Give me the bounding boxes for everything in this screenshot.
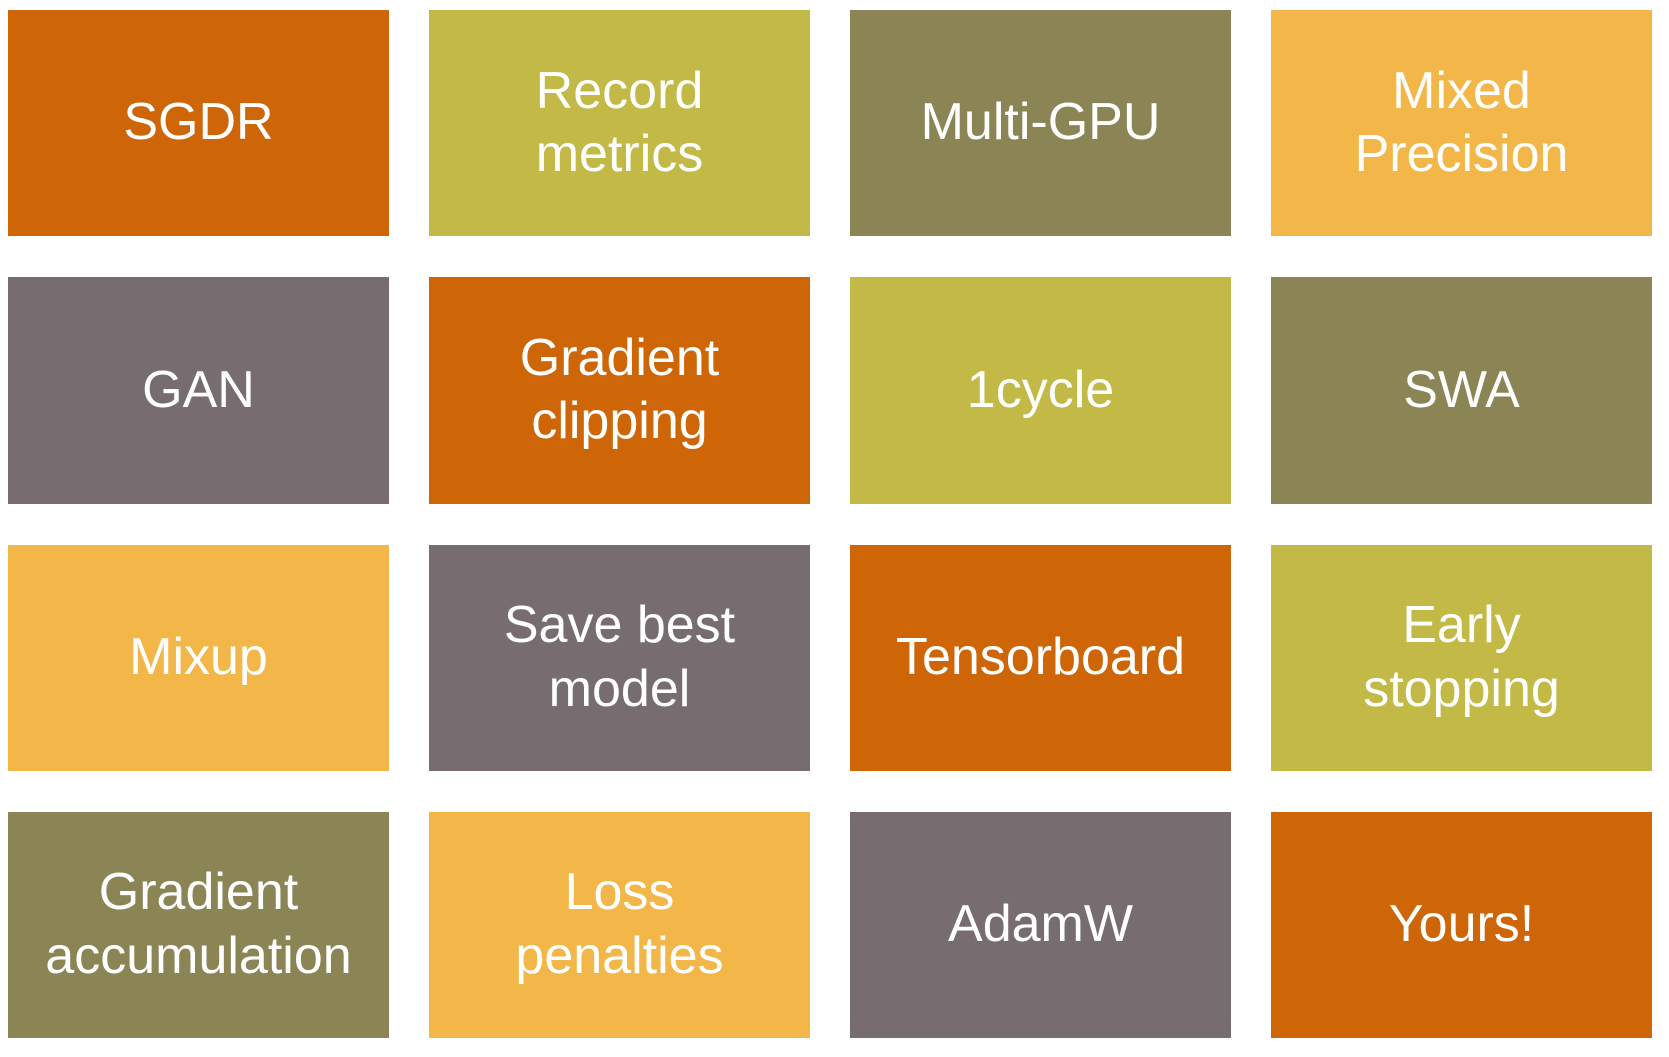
tile-tensorboard: Tensorboard: [850, 544, 1231, 771]
tile-label: Save best model: [503, 596, 736, 718]
tile-label: Gradient clipping: [519, 328, 720, 451]
tile-1cycle: 1cycle: [850, 277, 1231, 504]
tile-label: Early stopping: [1363, 596, 1560, 718]
tile-label: Mixup: [129, 627, 268, 686]
tile-label: Multi-GPU: [920, 93, 1161, 152]
tile-mixed-precision: Mixed Precision: [1271, 10, 1652, 237]
tile-gan: GAN: [8, 277, 389, 504]
tile-swa: SWA: [1271, 277, 1652, 504]
tile-save-best-model: Save best model: [429, 544, 810, 771]
tile-label: SGDR: [123, 93, 274, 152]
tile-yours: Yours!: [1271, 811, 1652, 1038]
tile-gradient-accumulation: Gradient accumulation: [8, 811, 389, 1038]
tile-label: Record metrics: [535, 61, 704, 184]
tile-label: Yours!: [1388, 895, 1535, 954]
tile-label: 1cycle: [966, 360, 1115, 419]
tile-gradient-clipping: Gradient clipping: [429, 277, 810, 504]
tile-label: SWA: [1403, 360, 1520, 419]
tile-early-stopping: Early stopping: [1271, 544, 1652, 771]
tile-label: GAN: [142, 360, 255, 419]
tile-record-metrics: Record metrics: [429, 10, 810, 237]
tile-multi-gpu: Multi-GPU: [850, 10, 1231, 237]
tile-label: AdamW: [948, 895, 1133, 954]
tile-loss-penalties: Loss penalties: [429, 811, 810, 1038]
tile-label: Tensorboard: [895, 627, 1186, 686]
tile-label: Gradient accumulation: [45, 863, 352, 985]
tile-label: Mixed Precision: [1354, 61, 1569, 184]
tile-sgdr: SGDR: [8, 10, 389, 237]
tile-adamw: AdamW: [850, 811, 1231, 1038]
tile-mixup: Mixup: [8, 544, 389, 771]
tile-label: Loss penalties: [515, 863, 724, 985]
